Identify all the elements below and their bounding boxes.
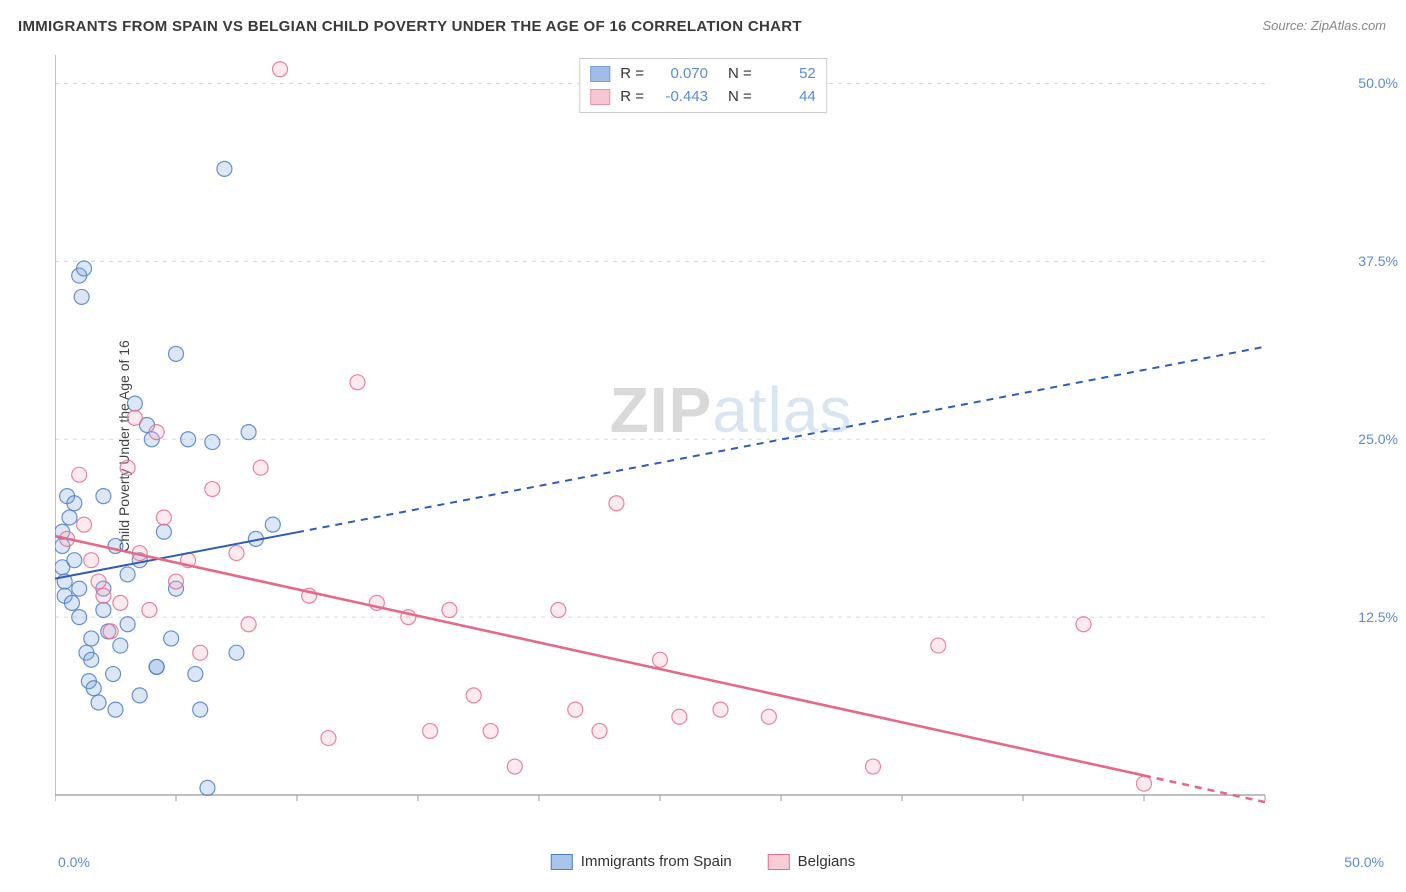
stats-n-value: 52 bbox=[762, 63, 816, 86]
legend-label: Immigrants from Spain bbox=[581, 853, 732, 870]
y-tick-label: 37.5% bbox=[1358, 253, 1398, 269]
stats-row: R = 0.070 N = 52 bbox=[590, 63, 816, 86]
stats-swatch-icon bbox=[590, 66, 610, 82]
legend-swatch-icon bbox=[768, 854, 790, 870]
correlation-stats-legend: R = 0.070 N = 52 R = -0.443 N = 44 bbox=[579, 58, 827, 113]
y-tick-label: 12.5% bbox=[1358, 609, 1398, 625]
x-axis-min-label: 0.0% bbox=[58, 854, 90, 870]
stats-n-value: 44 bbox=[762, 86, 816, 109]
stats-row: R = -0.443 N = 44 bbox=[590, 86, 816, 109]
source-attribution: Source: ZipAtlas.com bbox=[1262, 18, 1386, 33]
chart-title: IMMIGRANTS FROM SPAIN VS BELGIAN CHILD P… bbox=[18, 18, 802, 35]
stats-r-value: -0.443 bbox=[654, 86, 708, 109]
legend-item: Belgians bbox=[768, 853, 856, 870]
x-axis-max-label: 50.0% bbox=[1344, 854, 1384, 870]
stats-r-value: 0.070 bbox=[654, 63, 708, 86]
stats-r-label: R = bbox=[620, 86, 644, 109]
chart-area bbox=[55, 55, 1385, 825]
stats-n-label: N = bbox=[728, 86, 752, 109]
legend-label: Belgians bbox=[798, 853, 856, 870]
stats-swatch-icon bbox=[590, 89, 610, 105]
scatter-chart bbox=[55, 55, 1385, 825]
legend-item: Immigrants from Spain bbox=[551, 853, 732, 870]
stats-n-label: N = bbox=[728, 63, 752, 86]
y-tick-label: 50.0% bbox=[1358, 75, 1398, 91]
legend-swatch-icon bbox=[551, 854, 573, 870]
stats-r-label: R = bbox=[620, 63, 644, 86]
series-legend: Immigrants from Spain Belgians bbox=[551, 853, 855, 870]
y-tick-label: 25.0% bbox=[1358, 431, 1398, 447]
